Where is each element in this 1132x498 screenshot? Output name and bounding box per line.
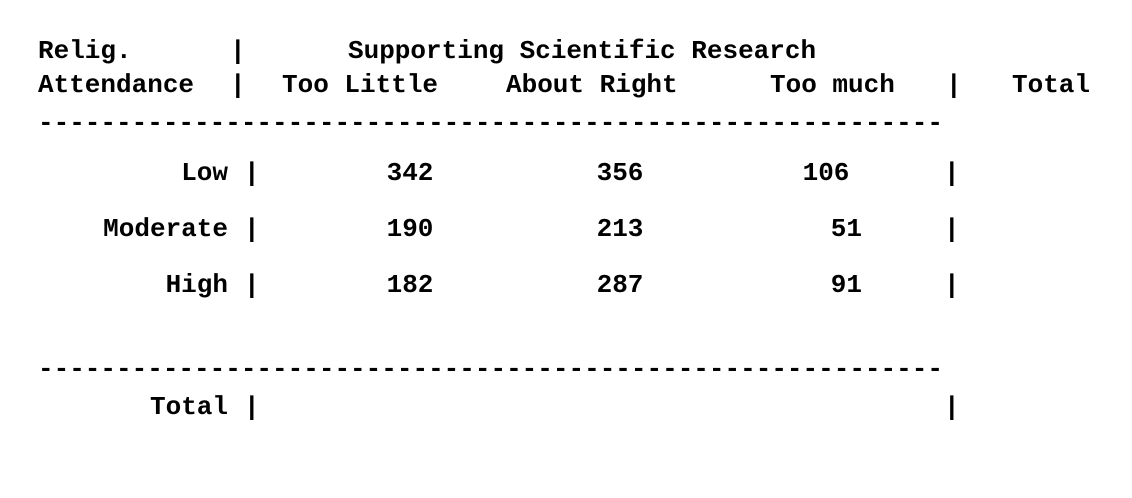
column-header-total: Total <box>1012 70 1091 100</box>
column-variable-title: Supporting Scientific Research <box>348 36 817 66</box>
header-separator: | <box>946 70 962 100</box>
cell-high-too-much: 91 <box>830 270 862 300</box>
cell-low-about-right: 356 <box>596 158 644 188</box>
row-separator: | <box>244 158 260 188</box>
row-variable-label-line1: Relig. <box>38 36 132 66</box>
table-rule-bottom: ----------------------------------------… <box>38 354 943 384</box>
row-separator: | <box>244 214 260 244</box>
row-separator: | <box>944 392 960 422</box>
row-separator: | <box>244 392 260 422</box>
column-header-too-little: Too Little <box>282 70 439 100</box>
cell-moderate-too-little: 190 <box>386 214 434 244</box>
header-separator: | <box>230 36 246 66</box>
row-separator: | <box>944 270 960 300</box>
header-separator: | <box>230 70 246 100</box>
row-separator: | <box>944 158 960 188</box>
column-header-too-much: Too much <box>770 70 895 100</box>
totals-row-label: Total <box>149 392 228 422</box>
row-separator: | <box>244 270 260 300</box>
cell-low-too-little: 342 <box>386 158 434 188</box>
table-rule-top: ----------------------------------------… <box>38 108 943 138</box>
column-header-about-right: About Right <box>506 70 678 100</box>
cell-low-too-much: 106 <box>802 158 850 188</box>
cell-high-too-little: 182 <box>386 270 434 300</box>
row-label-low: Low <box>181 158 228 188</box>
cell-moderate-too-much: 51 <box>830 214 862 244</box>
row-variable-label-line2: Attendance <box>38 70 195 100</box>
cell-high-about-right: 287 <box>596 270 644 300</box>
row-label-high: High <box>165 270 228 300</box>
row-separator: | <box>944 214 960 244</box>
row-label-moderate: Moderate <box>103 214 228 244</box>
cell-moderate-about-right: 213 <box>596 214 644 244</box>
